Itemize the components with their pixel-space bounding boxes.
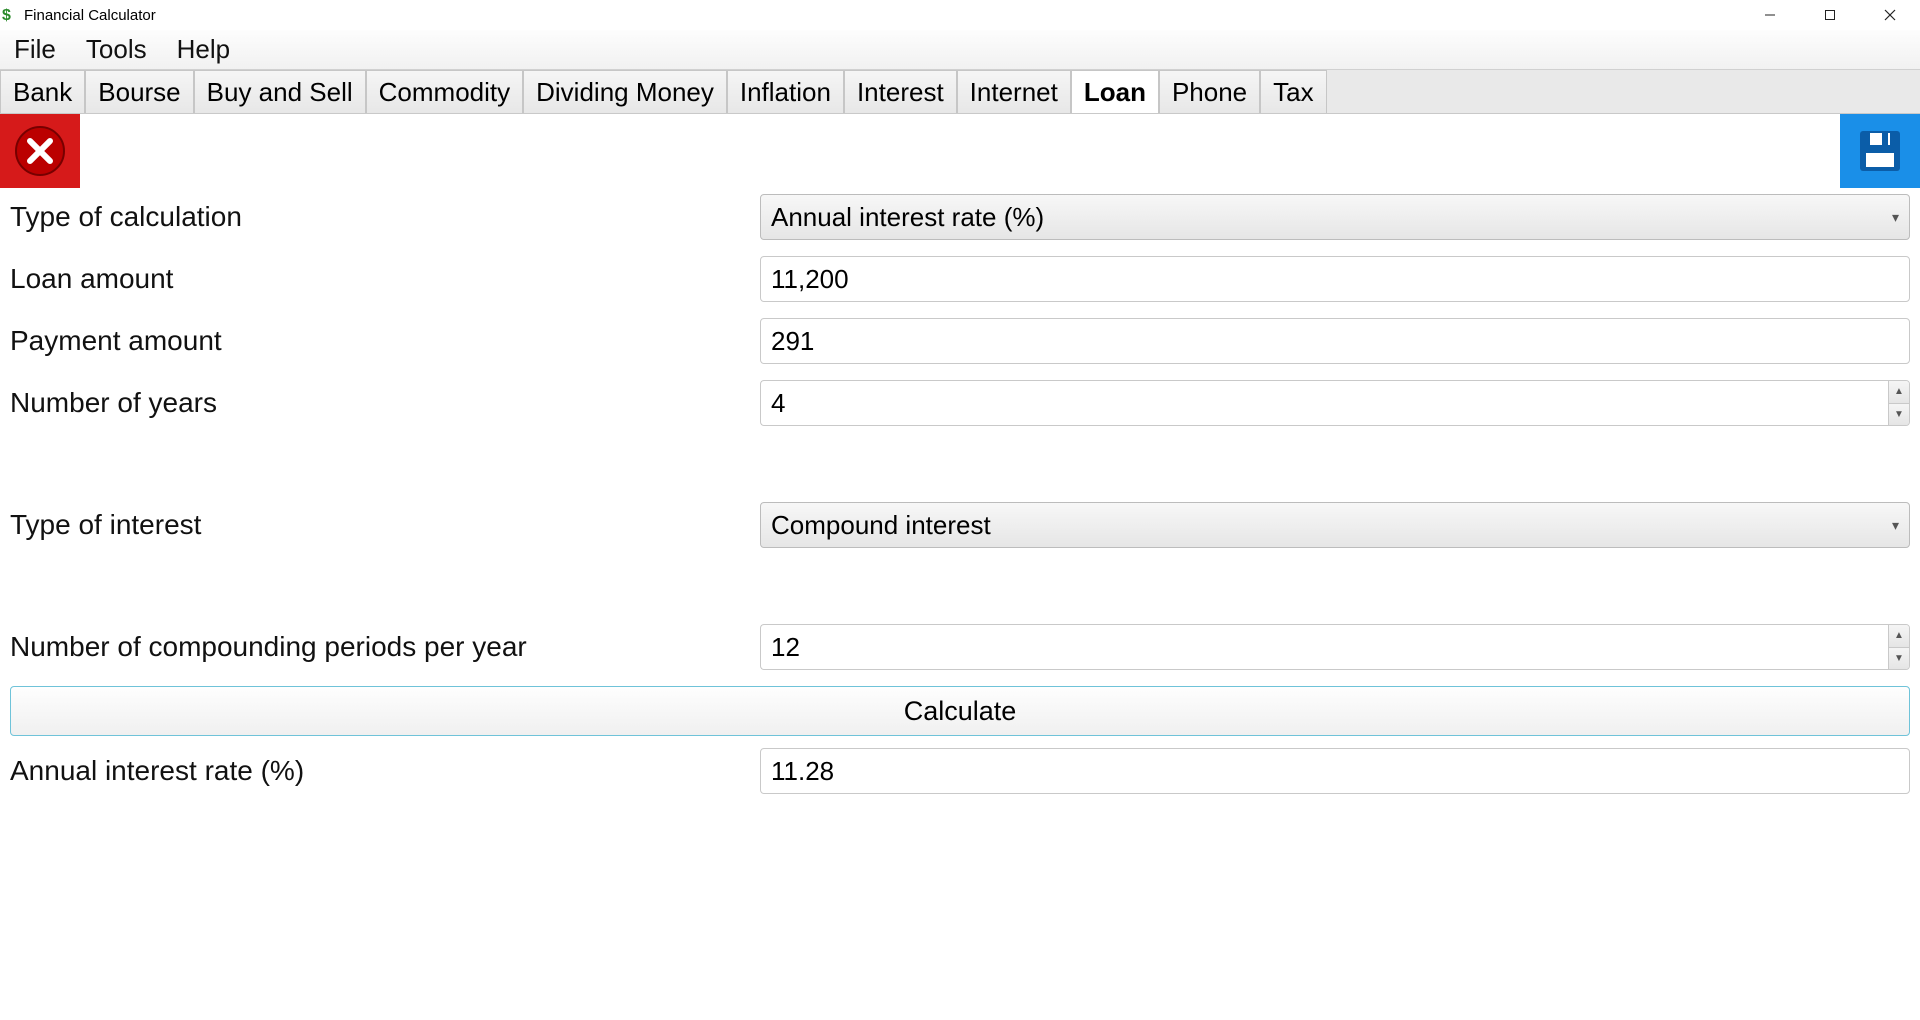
tab-internet[interactable]: Internet — [957, 70, 1071, 113]
save-button[interactable] — [1840, 114, 1920, 188]
label-loan-amount: Loan amount — [10, 263, 760, 295]
tab-bar: Bank Bourse Buy and Sell Commodity Divid… — [0, 70, 1920, 114]
tab-interest[interactable]: Interest — [844, 70, 957, 113]
save-disk-icon — [1854, 125, 1906, 177]
window-title: Financial Calculator — [24, 7, 156, 24]
app-icon: $ — [2, 7, 18, 23]
tab-inflation[interactable]: Inflation — [727, 70, 844, 113]
select-interest-type-value: Compound interest — [771, 510, 991, 541]
svg-text:$: $ — [2, 7, 11, 23]
spinner-periods: ▲ ▼ — [1888, 624, 1910, 670]
select-type-of-calc-value: Annual interest rate (%) — [771, 202, 1044, 233]
tab-loan[interactable]: Loan — [1071, 70, 1159, 113]
label-type-of-calc: Type of calculation — [10, 201, 760, 233]
label-result: Annual interest rate (%) — [10, 755, 760, 787]
tab-buy-sell[interactable]: Buy and Sell — [194, 70, 366, 113]
menu-file[interactable]: File — [14, 34, 56, 65]
input-loan-amount[interactable] — [760, 256, 1910, 302]
spinner-years: ▲ ▼ — [1888, 380, 1910, 426]
select-interest-type[interactable]: Compound interest ▾ — [760, 502, 1910, 548]
spinner-periods-down[interactable]: ▼ — [1889, 648, 1909, 670]
menu-bar: File Tools Help — [0, 30, 1920, 70]
spinner-years-up[interactable]: ▲ — [1889, 381, 1909, 404]
close-circle-icon — [12, 123, 68, 179]
label-interest-type: Type of interest — [10, 509, 760, 541]
menu-tools[interactable]: Tools — [86, 34, 147, 65]
toolbar — [0, 114, 1920, 188]
input-payment[interactable] — [760, 318, 1910, 364]
close-window-button[interactable] — [1860, 0, 1920, 30]
clear-button[interactable] — [0, 114, 80, 188]
chevron-down-icon: ▾ — [1892, 517, 1899, 534]
maximize-button[interactable] — [1800, 0, 1860, 30]
tab-bank[interactable]: Bank — [0, 70, 85, 113]
label-payment: Payment amount — [10, 325, 760, 357]
input-periods[interactable] — [760, 624, 1888, 670]
spinner-periods-up[interactable]: ▲ — [1889, 625, 1909, 648]
menu-help[interactable]: Help — [177, 34, 230, 65]
output-result[interactable] — [760, 748, 1910, 794]
minimize-button[interactable] — [1740, 0, 1800, 30]
chevron-down-icon: ▾ — [1892, 209, 1899, 226]
tab-phone[interactable]: Phone — [1159, 70, 1260, 113]
title-bar: $ Financial Calculator — [0, 0, 1920, 30]
spinner-years-down[interactable]: ▼ — [1889, 404, 1909, 426]
calculate-button[interactable]: Calculate — [10, 686, 1910, 736]
tab-bourse[interactable]: Bourse — [85, 70, 193, 113]
input-years[interactable] — [760, 380, 1888, 426]
select-type-of-calc[interactable]: Annual interest rate (%) ▾ — [760, 194, 1910, 240]
tab-tax[interactable]: Tax — [1260, 70, 1326, 113]
label-periods: Number of compounding periods per year — [10, 631, 760, 663]
label-years: Number of years — [10, 387, 760, 419]
loan-form: Type of calculation Annual interest rate… — [0, 188, 1920, 794]
tab-dividing[interactable]: Dividing Money — [523, 70, 727, 113]
tab-commodity[interactable]: Commodity — [366, 70, 523, 113]
